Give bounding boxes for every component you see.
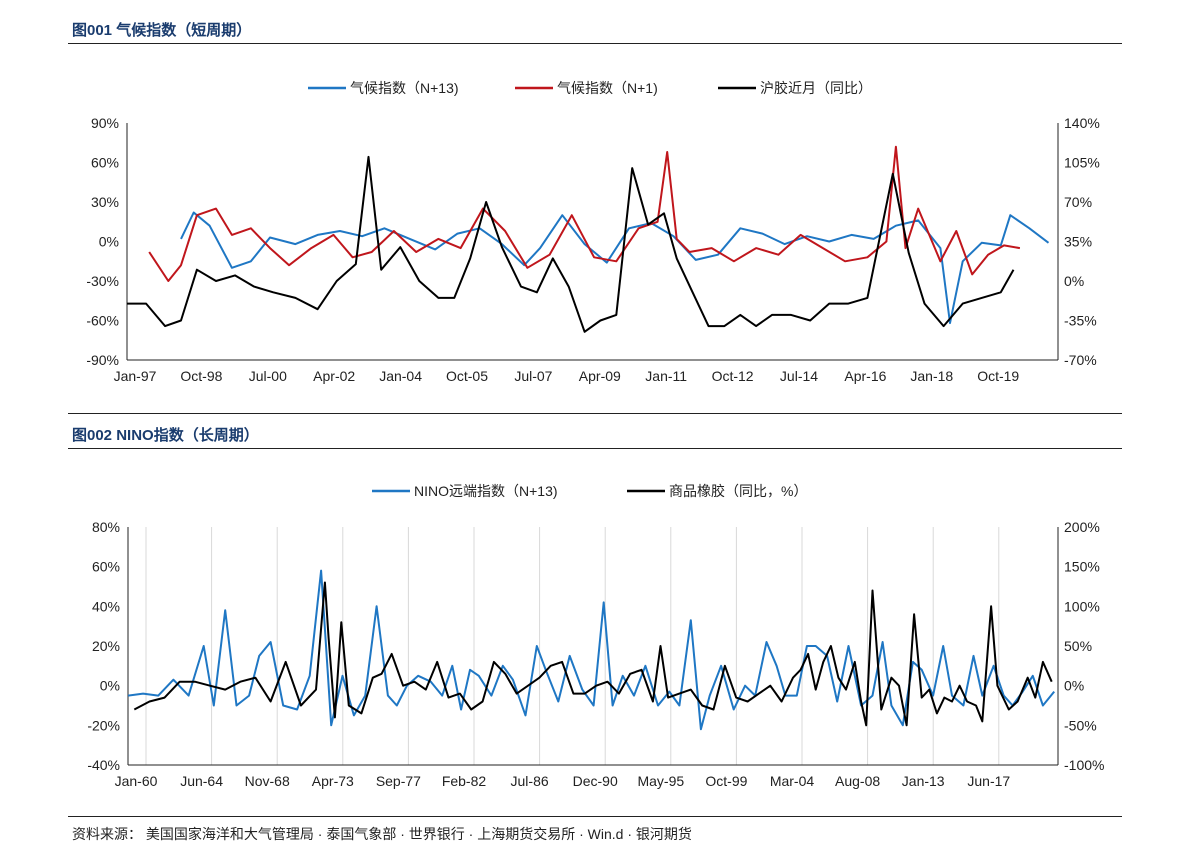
x-tick-label: Feb-82 bbox=[442, 773, 487, 789]
legend-label: 沪胶近月（同比） bbox=[760, 80, 872, 96]
y-right-tick-label: -50% bbox=[1064, 717, 1097, 733]
x-tick-label: Jul-00 bbox=[249, 368, 287, 384]
legend: 气候指数（N+13) 气候指数（N+1) 沪胶近月（同比） bbox=[308, 80, 872, 96]
x-tick-label: Jan-11 bbox=[645, 368, 687, 384]
x-tick-label: Mar-04 bbox=[770, 773, 815, 789]
y-right-tick-label: 0% bbox=[1064, 678, 1084, 694]
series-line-1 bbox=[128, 569, 1055, 731]
y-right-tick-label: -70% bbox=[1064, 352, 1097, 368]
x-tick-label: Nov-68 bbox=[245, 773, 290, 789]
y-left-tick-label: 40% bbox=[92, 598, 120, 614]
x-tick-label: Sep-77 bbox=[376, 773, 421, 789]
y-left-tick-label: -90% bbox=[86, 352, 119, 368]
y-right-tick-label: -35% bbox=[1064, 313, 1097, 329]
legend-label: NINO远端指数（N+13) bbox=[414, 483, 558, 499]
y-left-tick-label: -40% bbox=[87, 757, 120, 773]
legend-label: 气候指数（N+1) bbox=[557, 80, 658, 96]
x-tick-label: Apr-02 bbox=[313, 368, 355, 384]
x-tick-label: Jul-07 bbox=[514, 368, 552, 384]
chart-2: 80% 60% 40% 20% 0% -20% -40% 200% 150% 100% 50% 0% -… bbox=[87, 483, 1104, 789]
x-tick-label: Jun-17 bbox=[967, 773, 1010, 789]
y-right-tick-label: 100% bbox=[1064, 598, 1100, 614]
figure-2-title-rule bbox=[68, 448, 1122, 449]
figure-2-bottom-rule bbox=[68, 816, 1122, 817]
y-left-tick-label: 60% bbox=[91, 155, 119, 171]
x-tick-label: Apr-09 bbox=[579, 368, 621, 384]
x-tick-label: Jan-04 bbox=[379, 368, 422, 384]
legend: NINO远端指数（N+13) 商品橡胶（同比，%） bbox=[372, 483, 807, 499]
figure-1-bottom-rule bbox=[68, 413, 1122, 414]
source-note: 资料来源： 美国国家海洋和大气管理局 · 泰国气象部 · 世界银行 · 上海期货… bbox=[72, 826, 692, 842]
x-tick-label: Oct-05 bbox=[446, 368, 488, 384]
y-left-tick-label: -20% bbox=[87, 717, 120, 733]
y-left-tick-label: 0% bbox=[99, 234, 119, 250]
series-line-2 bbox=[133, 581, 1053, 727]
y-right-tick-label: 0% bbox=[1064, 273, 1084, 289]
x-tick-label: Oct-98 bbox=[180, 368, 222, 384]
x-tick-label: Oct-12 bbox=[712, 368, 754, 384]
y-right-tick-label: 150% bbox=[1064, 559, 1100, 575]
x-tick-label: May-95 bbox=[637, 773, 684, 789]
y-right-tick-label: 105% bbox=[1064, 155, 1100, 171]
x-tick-label: Jan-60 bbox=[115, 773, 158, 789]
x-tick-label: Jan-97 bbox=[114, 368, 157, 384]
x-tick-label: Apr-73 bbox=[312, 773, 354, 789]
x-tick-label: Dec-90 bbox=[573, 773, 618, 789]
y-right-tick-label: 140% bbox=[1064, 115, 1100, 131]
y-right-tick-label: 70% bbox=[1064, 194, 1092, 210]
y-right-tick-label: 35% bbox=[1064, 234, 1092, 250]
legend-label: 商品橡胶（同比，%） bbox=[669, 483, 807, 499]
figure-1-title: 图001 气候指数（短周期） bbox=[72, 22, 252, 39]
y-right-tick-label: -100% bbox=[1064, 757, 1104, 773]
figure-1-title-rule bbox=[68, 43, 1122, 44]
x-tick-label: Apr-16 bbox=[844, 368, 886, 384]
x-tick-label: Jun-64 bbox=[180, 773, 223, 789]
figure-2-title: 图002 NINO指数（长周期） bbox=[72, 427, 259, 444]
y-left-tick-label: 60% bbox=[92, 559, 120, 575]
y-left-tick-label: 90% bbox=[91, 115, 119, 131]
x-tick-label: Jan-18 bbox=[910, 368, 953, 384]
legend-label: 气候指数（N+13) bbox=[350, 80, 459, 96]
x-tick-label: Jan-13 bbox=[902, 773, 945, 789]
series-line-2 bbox=[148, 145, 1021, 282]
y-left-tick-label: -60% bbox=[86, 313, 119, 329]
y-right-tick-label: 50% bbox=[1064, 638, 1092, 654]
series-line-3 bbox=[127, 155, 1015, 333]
y-left-tick-label: 20% bbox=[92, 638, 120, 654]
plot-area: 90% 60% 30% 0% -30% -60% -90% 140% 105% 70% 35% 0% -… bbox=[86, 115, 1100, 384]
x-tick-label: Aug-08 bbox=[835, 773, 880, 789]
x-tick-label: Oct-99 bbox=[705, 773, 747, 789]
y-right-tick-label: 200% bbox=[1064, 519, 1100, 535]
series-line-1 bbox=[180, 211, 1050, 325]
y-left-tick-label: 30% bbox=[91, 194, 119, 210]
chart-1: 90% 60% 30% 0% -30% -60% -90% 140% 105% 70% 35% 0% -… bbox=[86, 80, 1100, 384]
x-tick-label: Jul-14 bbox=[780, 368, 818, 384]
x-tick-label: Jul-86 bbox=[511, 773, 549, 789]
plot-area: 80% 60% 40% 20% 0% -20% -40% 200% 150% 100% 50% 0% -… bbox=[87, 519, 1104, 789]
y-left-tick-label: 0% bbox=[100, 678, 120, 694]
y-left-tick-label: -30% bbox=[86, 273, 119, 289]
y-left-tick-label: 80% bbox=[92, 519, 120, 535]
x-tick-label: Oct-19 bbox=[977, 368, 1019, 384]
